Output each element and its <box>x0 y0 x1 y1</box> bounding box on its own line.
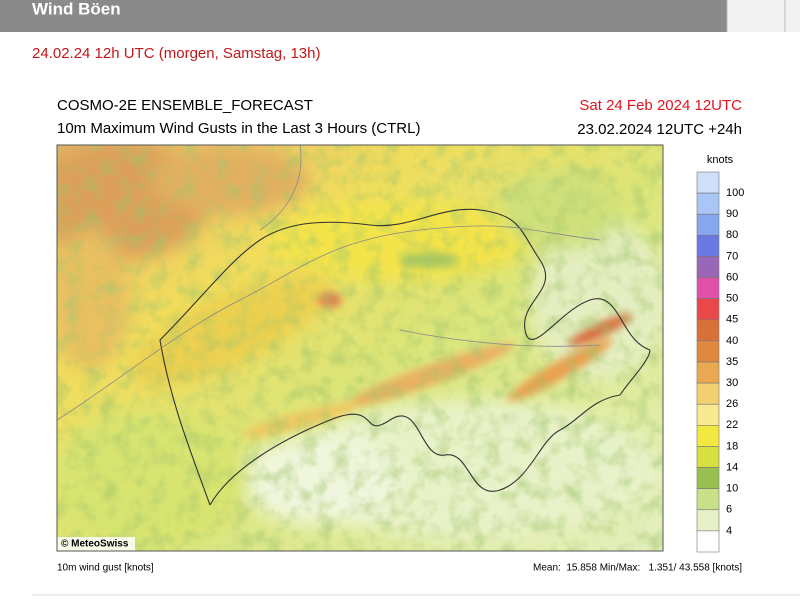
colorbar-box <box>696 171 720 194</box>
colorbar-label: 80 <box>726 229 738 241</box>
footer-left: 10m wind gust [knots] <box>57 563 154 574</box>
colorbar-box <box>696 382 720 405</box>
rivers <box>57 145 601 421</box>
colorbar-label: 26 <box>726 398 738 410</box>
colorbar-label: 30 <box>726 377 738 389</box>
colorbar-label: 14 <box>726 461 738 473</box>
colorbar-label: 50 <box>726 293 738 305</box>
colorbar-label: 35 <box>726 356 738 368</box>
colorbar-box <box>696 488 720 511</box>
valid-time: Sat 24 Feb 2024 12UTC <box>579 97 742 114</box>
copyright: © MeteoSwiss <box>61 539 129 550</box>
map-title: COSMO-2E ENSEMBLE_FORECAST <box>57 97 313 114</box>
colorbar-box <box>696 403 720 426</box>
colorbar-box <box>696 298 720 321</box>
top-bar <box>0 0 727 32</box>
run-time: 23.02.2024 12UTC +24h <box>577 121 742 138</box>
footer-right: Mean: 15.858 Min/Max: 1.351/ 43.558 [kno… <box>533 563 742 574</box>
colorbar-box <box>696 530 720 553</box>
page-title: Wind Böen <box>32 0 121 18</box>
colorbar-label: 22 <box>726 419 738 431</box>
map-frame <box>56 144 664 552</box>
colorbar-box <box>696 319 720 342</box>
colorbar-label: 90 <box>726 208 738 220</box>
colorbar-label: 10 <box>726 483 738 495</box>
colorbar-box <box>696 446 720 468</box>
colorbar-label: 70 <box>726 250 738 262</box>
colorbar-label: 60 <box>726 271 738 283</box>
colorbar-box <box>696 256 720 278</box>
top-bar-right <box>727 0 800 32</box>
colorbar-label: 4 <box>726 525 732 537</box>
colorbar-label: 100 <box>726 187 744 199</box>
colorbar-label: 18 <box>726 440 738 452</box>
colorbar-box <box>696 509 720 532</box>
colorbar-box <box>696 192 720 215</box>
colorbar-label: 6 <box>726 504 732 516</box>
colorbar-box <box>696 277 720 299</box>
colorbar-label: 45 <box>726 314 738 326</box>
colorbar-label: 40 <box>726 335 738 347</box>
colorbar-box <box>696 467 720 489</box>
colorbar-box <box>696 340 720 363</box>
colorbar: 100 90 80 70 60 50 45 40 35 30 26 22 18 14 10 6 4 <box>696 171 744 553</box>
wind-map: © MeteoSwiss <box>57 145 663 551</box>
forecast-time: 24.02.24 12h UTC (morgen, Samstag, 13h) <box>32 45 321 62</box>
borders <box>159 208 651 506</box>
map-subtitle: 10m Maximum Wind Gusts in the Last 3 Hou… <box>57 120 420 137</box>
colorbar-box <box>696 425 720 447</box>
colorbar-box <box>696 361 720 384</box>
colorbar-box <box>696 213 720 236</box>
colorbar-box <box>696 235 720 257</box>
colorbar-unit: knots <box>707 154 734 166</box>
